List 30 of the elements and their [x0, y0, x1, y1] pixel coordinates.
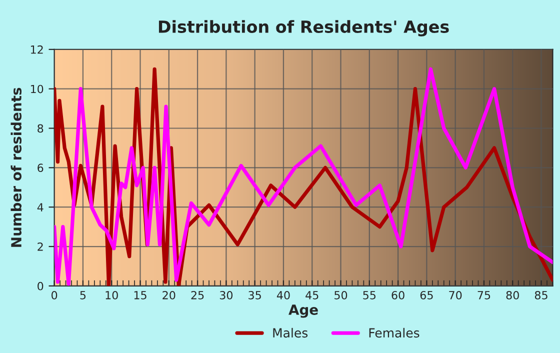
x-tick-label: 5: [80, 291, 86, 300]
y-tick-label: 12: [30, 45, 43, 54]
chart-title: Distribution of Residents' Ages: [158, 20, 449, 36]
x-tick-label: 70: [449, 290, 462, 300]
y-tick-label: 0: [38, 282, 44, 290]
y-tick-label: 8: [38, 124, 44, 133]
x-tick-label: 75: [478, 291, 490, 300]
x-tick-label: 20: [162, 290, 176, 300]
legend-label: Females: [369, 328, 420, 338]
x-tick-label: 30: [220, 290, 233, 300]
x-tick-label: 55: [363, 291, 376, 300]
x-tick-label: 80: [506, 290, 519, 300]
x-tick-label: 60: [392, 290, 404, 300]
legend-label: Males: [273, 328, 308, 338]
x-tick-label: 85: [534, 290, 548, 300]
x-tick-label: 65: [420, 290, 433, 300]
y-tick-label: 4: [37, 203, 44, 212]
x-tick-label: 10: [106, 290, 118, 300]
x-tick-label: 50: [334, 290, 348, 300]
x-tick-label: 40: [276, 290, 290, 300]
x-tick-label: 45: [306, 291, 318, 300]
x-tick-label: 35: [248, 290, 261, 300]
y-tick-label: 2: [38, 242, 43, 251]
y-tick-label: 6: [38, 164, 44, 172]
y-tick-label: 10: [30, 84, 44, 94]
x-tick-label: 25: [191, 290, 204, 300]
x-tick-label: 15: [134, 291, 146, 300]
x-axis-title: Age: [288, 304, 318, 318]
y-axis-title: Number of residents: [10, 88, 22, 247]
x-tick-label: 0: [52, 290, 58, 300]
